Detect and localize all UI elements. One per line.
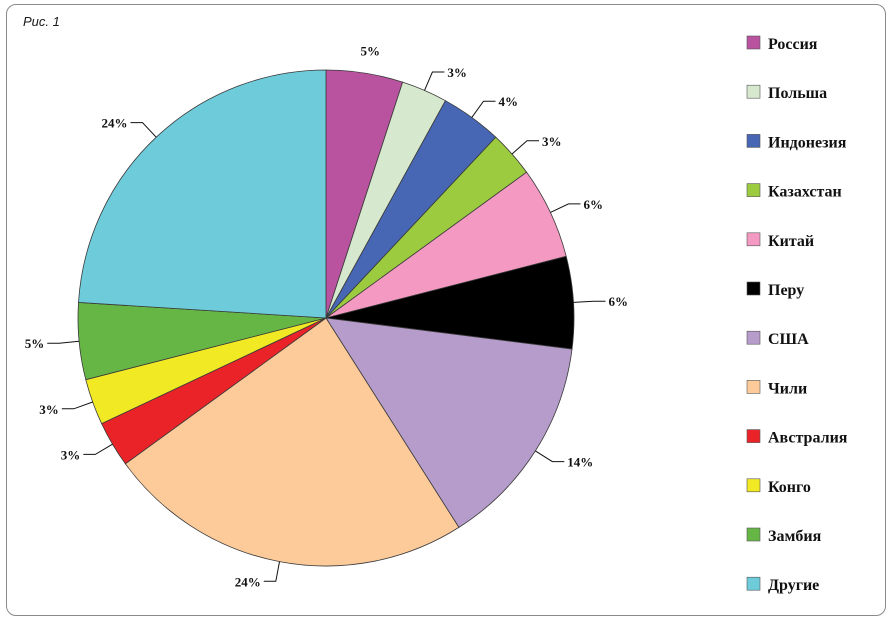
percent-label-slice-11: 5%: [25, 336, 45, 351]
legend-swatch: [746, 576, 761, 591]
legend-label: Казахстан: [768, 184, 842, 201]
pie-slice-7: [325, 317, 573, 528]
legend-label: США: [768, 331, 809, 348]
legend-label: Австралия: [768, 430, 848, 447]
legend-item-10: Конго: [746, 478, 811, 496]
percent-label-slice-5: 6%: [584, 197, 604, 212]
legend-label: Перу: [768, 282, 804, 299]
legend-label: Россия: [768, 36, 818, 53]
legend: Россия Польша Индонезия Казахстан Китай Перу С…: [746, 35, 848, 594]
legend-swatch: [746, 281, 761, 296]
legend-label: Конго: [768, 479, 811, 496]
legend-swatch: [746, 478, 761, 493]
percent-label-slice-10: 3%: [39, 402, 59, 417]
legend-item-6: Перу: [746, 281, 804, 299]
leader-slice-5: [550, 203, 581, 213]
legend-swatch: [746, 527, 761, 542]
legend-swatch: [746, 35, 761, 50]
percent-label-slice-2: 3%: [447, 65, 467, 80]
leader-slice-4: [511, 140, 539, 155]
percent-labels: 5% 3% 4% 3% 6% 6% 14% 24% 3% 3% 5% 24%: [25, 43, 628, 589]
percent-label-slice-12: 24%: [102, 116, 128, 131]
legend-swatch: [746, 183, 761, 197]
legend-item-3: Индонезия: [746, 134, 847, 151]
legend-label: Замбия: [768, 528, 822, 545]
legend-label: Чили: [768, 380, 807, 397]
percent-label-slice-6: 6%: [609, 294, 629, 309]
legend-item-4: Казахстан: [746, 183, 842, 201]
legend-label: Другие: [768, 577, 819, 594]
percent-label-slice-9: 3%: [61, 447, 81, 462]
pie-slice-8: [124, 317, 460, 567]
pie-slices: [77, 69, 575, 567]
legend-item-2: Польша: [746, 84, 827, 102]
percent-label-slice-3: 4%: [499, 94, 519, 109]
legend-item-7: США: [746, 330, 809, 348]
legend-swatch: [746, 380, 761, 394]
percent-label-slice-7: 14%: [567, 455, 593, 470]
legend-label: Индонезия: [768, 134, 847, 151]
legend-swatch: [746, 232, 761, 247]
legend-swatch: [746, 134, 761, 148]
percent-label-slice-8: 24%: [235, 574, 261, 589]
figure-label: Рис. 1: [23, 14, 60, 29]
leader-slice-2: [424, 71, 445, 91]
legend-item-12: Другие: [746, 576, 819, 594]
leader-slice-6: [573, 300, 606, 303]
leader-slice-7: [535, 450, 565, 463]
leader-slice-11: [47, 340, 80, 344]
legend-swatch: [746, 84, 761, 99]
leader-slice-9: [83, 443, 113, 455]
pie-slice-12: [78, 69, 327, 319]
leader-slice-10: [61, 401, 93, 410]
legend-item-5: Китай: [746, 232, 814, 250]
leader-lines: [47, 71, 606, 582]
leader-slice-12: [130, 122, 157, 138]
legend-label: Польша: [768, 85, 827, 102]
legend-swatch: [746, 429, 761, 443]
legend-label: Китай: [768, 233, 814, 250]
leader-slice-3: [471, 100, 496, 118]
percent-label-slice-4: 3%: [542, 134, 562, 149]
legend-item-8: Чили: [746, 380, 807, 397]
percent-label-slice-1: 5%: [360, 43, 380, 58]
legend-swatch: [746, 330, 761, 345]
leader-slice-8: [263, 561, 280, 582]
legend-item-11: Замбия: [746, 527, 822, 545]
legend-item-1: Россия: [746, 35, 818, 53]
legend-item-9: Австралия: [746, 429, 848, 447]
